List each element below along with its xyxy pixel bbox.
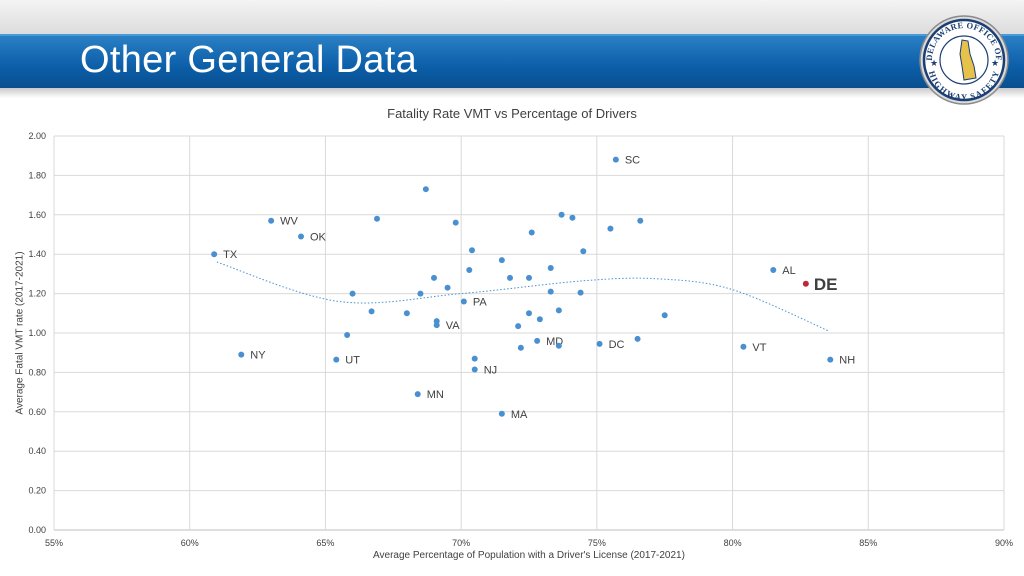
- y-tick-label: 1.20: [28, 289, 46, 299]
- trendline: [216, 261, 830, 332]
- data-point: [238, 351, 245, 358]
- data-point: [558, 211, 565, 218]
- data-point: [403, 310, 410, 317]
- x-tick-label: 80%: [724, 538, 742, 548]
- data-point: [528, 229, 535, 236]
- x-tick-label: 85%: [859, 538, 877, 548]
- point-label: NY: [250, 350, 266, 362]
- delaware-seal-logo: ★ ★ DELAWARE OFFICE OF HIGHWAY SAFETY: [919, 15, 1009, 105]
- logo-star-left-icon: ★: [930, 59, 938, 69]
- logo-star-right-icon: ★: [991, 59, 999, 69]
- data-point: [515, 323, 522, 330]
- data-point: [422, 186, 429, 193]
- data-point: [740, 343, 747, 350]
- x-tick-label: 70%: [452, 538, 470, 548]
- point-label: MA: [511, 409, 528, 421]
- y-tick-label: 0.40: [28, 446, 46, 456]
- chart-title: Fatality Rate VMT vs Percentage of Drive…: [387, 106, 637, 121]
- data-point: [433, 318, 440, 325]
- data-point: [498, 257, 505, 264]
- data-point: [444, 284, 451, 291]
- data-point: [637, 217, 644, 224]
- point-label: SC: [625, 155, 640, 167]
- data-point: [349, 290, 356, 297]
- y-tick-label: 0.60: [28, 407, 46, 417]
- y-tick-label: 1.40: [28, 249, 46, 259]
- data-point: [569, 214, 576, 221]
- point-label: DE: [814, 275, 838, 294]
- data-point: [577, 289, 584, 296]
- data-point: [555, 307, 562, 314]
- data-point: [460, 298, 467, 305]
- x-tick-label: 65%: [316, 538, 334, 548]
- data-point: [374, 215, 380, 222]
- point-label: UT: [345, 355, 360, 367]
- data-point: [612, 156, 619, 163]
- data-point: [507, 274, 513, 281]
- data-point: [417, 290, 424, 297]
- data-point: [368, 308, 375, 315]
- data-point: [634, 335, 641, 342]
- data-point: [452, 219, 459, 226]
- point-label: AL: [782, 265, 795, 277]
- x-tick-label: 55%: [45, 538, 63, 548]
- point-label: NJ: [484, 364, 497, 376]
- data-point: [471, 366, 478, 373]
- data-point: [596, 340, 603, 347]
- top-strip: [0, 0, 1024, 34]
- point-label: NH: [839, 355, 855, 367]
- data-point: [498, 410, 505, 417]
- data-point: [211, 251, 218, 258]
- data-point: [469, 247, 475, 254]
- data-point: [661, 312, 668, 319]
- point-label: VT: [752, 342, 766, 354]
- data-point: [471, 355, 478, 362]
- data-point: [268, 217, 275, 224]
- title-band: [0, 34, 1024, 88]
- point-label: WV: [280, 216, 298, 228]
- highlight-point: [802, 280, 809, 287]
- data-point: [536, 316, 543, 323]
- x-tick-label: 75%: [588, 538, 606, 548]
- y-tick-label: 0.20: [28, 486, 46, 496]
- data-point: [344, 331, 351, 338]
- data-point: [770, 266, 777, 273]
- title-band-shadow: [0, 88, 1024, 98]
- data-point: [547, 264, 554, 271]
- point-label: VA: [446, 320, 461, 332]
- x-tick-label: 60%: [181, 538, 199, 548]
- slide-title: Other General Data: [80, 39, 418, 81]
- x-tick-label: 90%: [995, 538, 1013, 548]
- point-label: OK: [310, 231, 327, 243]
- data-point: [555, 342, 562, 349]
- data-point: [431, 274, 437, 281]
- data-point: [414, 391, 421, 398]
- data-point: [607, 225, 614, 232]
- y-tick-label: 1.00: [28, 328, 46, 338]
- data-point: [580, 248, 587, 255]
- data-point: [466, 266, 473, 273]
- y-tick-label: 2.00: [28, 131, 46, 141]
- data-point: [547, 288, 554, 295]
- data-point: [298, 233, 304, 240]
- point-label: DC: [609, 339, 625, 351]
- y-tick-label: 1.80: [28, 170, 46, 180]
- y-tick-label: 1.60: [28, 210, 46, 220]
- y-tick-label: 0.00: [28, 525, 46, 535]
- point-label: TX: [223, 249, 238, 261]
- data-point: [333, 356, 340, 363]
- data-point: [526, 274, 532, 281]
- data-point: [534, 337, 541, 344]
- data-point: [517, 344, 524, 351]
- x-axis-label: Average Percentage of Population with a …: [373, 550, 685, 561]
- data-point: [526, 310, 532, 317]
- point-label: PA: [473, 296, 488, 308]
- data-point: [827, 356, 834, 363]
- y-tick-label: 0.80: [28, 367, 46, 377]
- point-label: MN: [427, 389, 444, 401]
